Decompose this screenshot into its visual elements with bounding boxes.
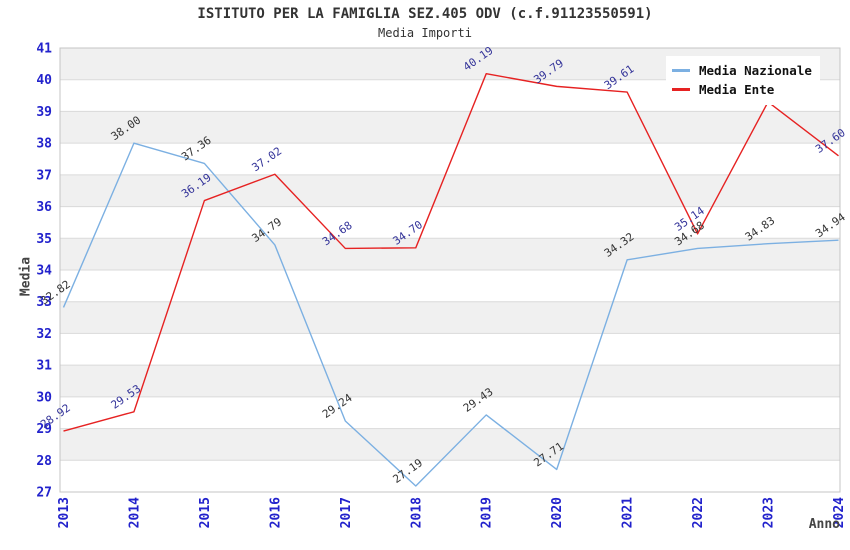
y-tick-label: 34 [36, 264, 52, 279]
x-tick-label: 2016 [268, 497, 283, 528]
x-tick-label: 2014 [127, 497, 142, 528]
x-axis-title: Anno [808, 517, 840, 532]
y-tick-label: 33 [36, 295, 52, 310]
x-tick-label: 2019 [480, 497, 495, 528]
y-tick-label: 41 [36, 42, 52, 57]
point-label: 37.02 [250, 145, 285, 175]
y-tick-label: 35 [36, 232, 52, 247]
x-tick-label: 2015 [198, 497, 213, 528]
x-tick-label: 2017 [339, 497, 354, 528]
y-tick-label: 27 [36, 486, 52, 501]
plot-border [59, 47, 841, 493]
y-tick-label: 31 [36, 359, 52, 374]
x-tick-label: 2023 [762, 497, 777, 528]
x-tick-label: 2024 [832, 497, 847, 528]
legend-line-swatch-blue [672, 69, 690, 72]
y-tick-label: 32 [36, 327, 52, 342]
legend-line-swatch-red [672, 88, 690, 91]
legend-item-media-nazionale: Media Nazionale [672, 61, 820, 80]
point-label: 34.94 [813, 210, 848, 240]
x-tick-label: 2020 [550, 497, 565, 528]
legend: Media Nazionale Media Ente [666, 56, 820, 105]
chart-title: ISTITUTO PER LA FAMIGLIA SEZ.405 ODV (c.… [197, 6, 653, 22]
x-tick-label: 2013 [57, 497, 72, 528]
x-axis-tick-labels: 2013 2014 2015 2016 2017 2018 2019 2020 2021 2022… [57, 497, 847, 528]
legend-label: Media Ente [699, 82, 775, 97]
x-tick-label: 2022 [691, 497, 706, 528]
x-tick-label: 2021 [621, 497, 636, 528]
y-tick-label: 29 [36, 422, 52, 437]
y-tick-label: 38 [36, 137, 52, 152]
y-tick-label: 36 [36, 200, 52, 215]
series-line-1 [63, 72, 839, 432]
legend-label: Media Nazionale [699, 63, 812, 78]
series-line-0 [62, 142, 839, 487]
y-tick-label: 39 [36, 105, 52, 120]
y-tick-label: 30 [36, 390, 52, 405]
y-tick-label: 28 [36, 454, 52, 469]
point-label: 28.92 [38, 401, 73, 431]
y-axis-tick-labels: 27 28 29 30 31 32 33 34 35 36 37 38 39 40 41 [36, 42, 52, 501]
y-tick-label: 37 [36, 168, 52, 183]
y-tick-label: 40 [36, 73, 52, 88]
chart-subtitle: Media Importi [378, 26, 472, 40]
plot-bands [60, 48, 840, 461]
y-axis-title: Media [18, 256, 34, 297]
legend-item-media-ente: Media Ente [672, 80, 820, 99]
x-tick-label: 2018 [409, 497, 424, 528]
